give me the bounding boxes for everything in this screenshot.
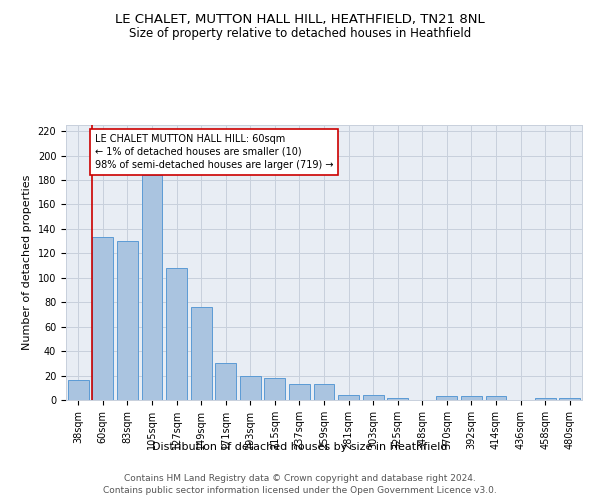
Bar [68,380,89,400]
Bar [240,376,261,400]
Bar [92,238,113,400]
Bar [265,378,286,400]
Text: Size of property relative to detached houses in Heathfield: Size of property relative to detached ho… [129,28,471,40]
Bar [215,364,236,400]
Bar [387,398,408,400]
Text: LE CHALET MUTTON HALL HILL: 60sqm
← 1% of detached houses are smaller (10)
98% o: LE CHALET MUTTON HALL HILL: 60sqm ← 1% o… [95,134,334,170]
Bar [117,241,138,400]
Bar [436,396,457,400]
Bar [338,395,359,400]
Text: Contains HM Land Registry data © Crown copyright and database right 2024.
Contai: Contains HM Land Registry data © Crown c… [103,474,497,495]
Bar [191,307,212,400]
Text: LE CHALET, MUTTON HALL HILL, HEATHFIELD, TN21 8NL: LE CHALET, MUTTON HALL HILL, HEATHFIELD,… [115,12,485,26]
Bar [559,398,580,400]
Bar [362,395,383,400]
Bar [485,396,506,400]
Bar [461,396,482,400]
Bar [289,384,310,400]
Bar [142,175,163,400]
Text: Distribution of detached houses by size in Heathfield: Distribution of detached houses by size … [152,442,448,452]
Y-axis label: Number of detached properties: Number of detached properties [22,175,32,350]
Bar [166,268,187,400]
Bar [314,384,334,400]
Bar [535,398,556,400]
